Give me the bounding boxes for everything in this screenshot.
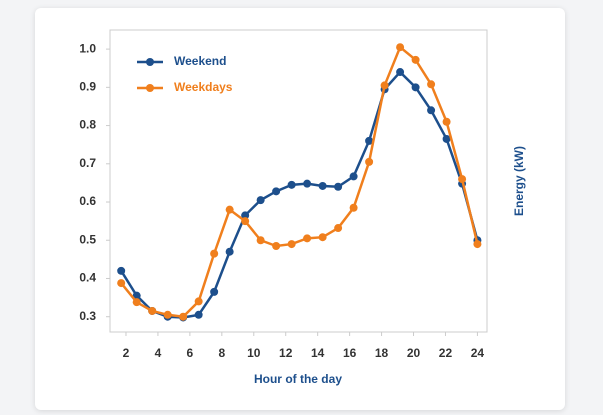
y-tick-label: 0.3 <box>79 309 96 323</box>
x-tick-label: 20 <box>407 346 421 360</box>
data-point <box>117 279 126 288</box>
plot-frame <box>109 29 488 333</box>
x-tick-label: 18 <box>375 346 389 360</box>
data-point <box>287 180 296 189</box>
data-point <box>365 157 374 166</box>
data-point <box>334 224 343 233</box>
legend-marker <box>146 58 154 66</box>
data-point <box>225 247 234 256</box>
card <box>35 8 565 410</box>
data-point <box>148 306 157 315</box>
y-tick-label: 0.5 <box>79 232 96 246</box>
x-axis-label: Hour of the day <box>254 372 342 386</box>
data-point <box>210 249 219 258</box>
data-point <box>210 287 219 296</box>
data-point <box>194 310 203 319</box>
data-point <box>365 136 374 145</box>
data-point <box>396 43 405 52</box>
x-tick-label: 14 <box>311 346 325 360</box>
data-point <box>427 80 436 89</box>
data-point <box>318 181 327 190</box>
legend-marker <box>146 84 154 92</box>
data-point <box>458 175 467 184</box>
data-point <box>179 312 188 321</box>
series-line <box>120 70 479 319</box>
data-point <box>396 68 405 77</box>
data-point <box>132 298 141 307</box>
data-point <box>241 211 250 220</box>
data-point <box>380 81 389 90</box>
y-tick-label: 0.7 <box>79 156 96 170</box>
data-point <box>117 266 126 275</box>
x-tick-label: 10 <box>247 346 261 360</box>
data-point <box>241 217 250 226</box>
data-point <box>303 179 312 188</box>
data-point <box>442 134 451 143</box>
x-tick-label: 16 <box>343 346 357 360</box>
data-point <box>411 83 420 92</box>
x-tick-label: 6 <box>187 346 194 360</box>
data-point <box>334 182 343 191</box>
y-tick-label: 0.8 <box>79 118 96 132</box>
data-point <box>132 291 141 300</box>
data-point <box>272 241 281 250</box>
data-point <box>272 187 281 196</box>
data-point <box>194 297 203 306</box>
x-tick-label: 8 <box>218 346 225 360</box>
data-point <box>411 55 420 64</box>
x-tick-label: 12 <box>279 346 293 360</box>
x-tick-label: 24 <box>471 346 485 360</box>
data-point <box>349 172 358 181</box>
data-point <box>473 240 482 249</box>
data-point <box>256 196 265 205</box>
y-axis-label: Energy (kW) <box>512 146 526 216</box>
legend-label: Weekend <box>174 54 226 68</box>
data-point <box>318 233 327 242</box>
data-point <box>225 205 234 214</box>
legend-label: Weekdays <box>174 80 233 94</box>
data-point <box>163 310 172 319</box>
data-point <box>303 234 312 243</box>
x-tick-label: 2 <box>123 346 130 360</box>
data-point <box>349 203 358 212</box>
x-tick-label: 22 <box>439 346 453 360</box>
data-point <box>287 240 296 249</box>
y-tick-label: 0.4 <box>79 271 96 285</box>
data-point <box>427 106 436 115</box>
y-tick-label: 0.9 <box>79 80 96 94</box>
data-point <box>256 236 265 245</box>
y-tick-label: 0.6 <box>79 194 96 208</box>
data-point <box>442 117 451 126</box>
x-tick-label: 4 <box>155 346 162 360</box>
y-tick-label: 1.0 <box>79 41 96 55</box>
